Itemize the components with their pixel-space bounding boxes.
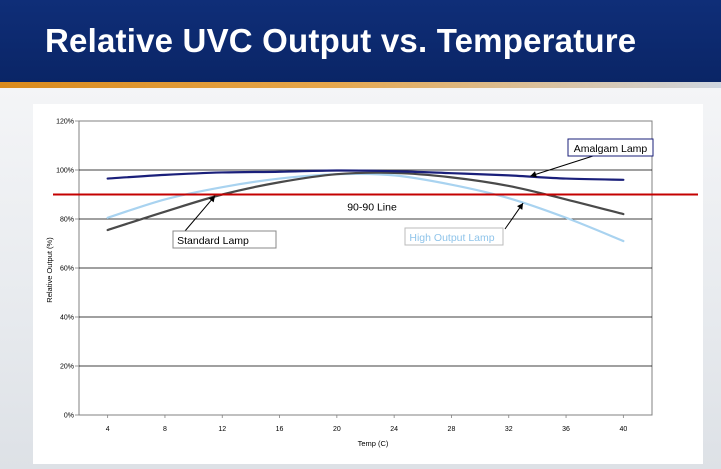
reference-line-group: 90-90 Line — [53, 193, 698, 214]
annotation-label-standard-lamp: Standard Lamp — [177, 235, 249, 247]
x-tick-label: 28 — [448, 426, 456, 433]
y-tick-label: 100% — [56, 168, 74, 175]
y-tick-label: 40% — [60, 315, 74, 322]
y-tick-label: 20% — [60, 364, 74, 371]
annotation-arrowhead-standard-lamp — [208, 195, 216, 203]
annotation-leader-standard-lamp — [184, 195, 216, 232]
series-line-standard-lamp — [106, 171, 625, 232]
x-tick-label: 4 — [106, 426, 110, 433]
y-tick-label: 80% — [60, 217, 74, 224]
y-tick-label: 120% — [56, 119, 74, 126]
annotations: Amalgam Lamp Standard Lamp High Output Lam… — [172, 138, 654, 249]
x-tick-label: 24 — [390, 426, 398, 433]
title-bar: Relative UVC Output vs. Temperature — [0, 0, 721, 82]
x-tick-label: 40 — [619, 426, 627, 433]
annotation-leader-amalgam-lamp — [530, 155, 594, 177]
series-lines — [106, 169, 625, 243]
y-tick-label: 0% — [64, 413, 74, 420]
annotation-arrowhead-amalgam-lamp — [530, 171, 537, 178]
series-line-amalgam-lamp — [106, 169, 625, 181]
annotation-label-amalgam-lamp: Amalgam Lamp — [574, 143, 648, 155]
x-tick-label: 12 — [218, 426, 226, 433]
slide-title: Relative UVC Output vs. Temperature — [45, 22, 637, 59]
annotation-box-amalgam-lamp — [567, 138, 654, 157]
annotation-box-high-output-lamp — [404, 227, 504, 246]
x-tick-label: 20 — [333, 426, 341, 433]
annotation-label-high-output-lamp: High Output Lamp — [409, 232, 494, 244]
x-tick-label: 8 — [163, 426, 167, 433]
annotation-box-standard-lamp — [172, 230, 277, 249]
x-tick-labels: 4 8 12 16 20 24 28 32 36 40 — [106, 426, 628, 433]
title-accent-stripe — [0, 82, 721, 88]
y-tick-label: 60% — [60, 266, 74, 273]
y-axis-label: Relative Output (%) — [45, 237, 54, 303]
x-tick-label: 32 — [505, 426, 513, 433]
x-tick-label: 16 — [276, 426, 284, 433]
x-axis-label: Temp (C) — [358, 439, 389, 448]
annotation-arrowhead-high-output-lamp — [517, 203, 524, 210]
x-tick-label: 36 — [562, 426, 570, 433]
y-tick-labels: 0% 20% 40% 60% 80% 100% 120% — [56, 119, 74, 420]
reference-line-label: 90-90 Line — [347, 202, 397, 214]
series-line-high-output-lamp — [106, 172, 625, 243]
